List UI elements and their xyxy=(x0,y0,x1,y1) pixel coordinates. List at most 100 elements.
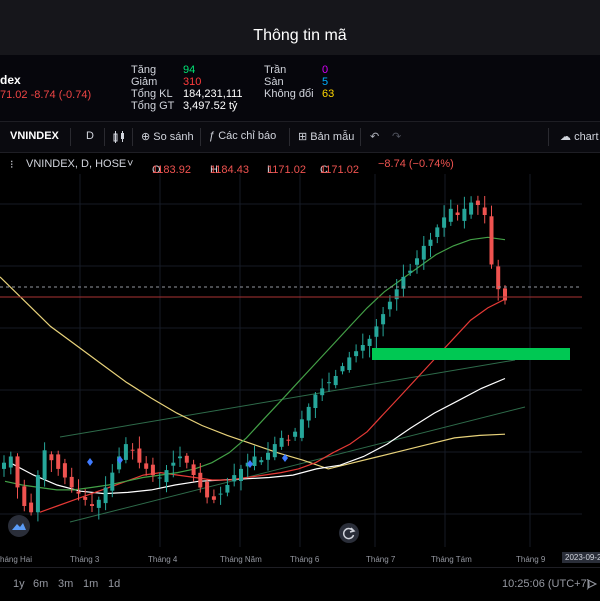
logo-button[interactable] xyxy=(8,515,30,537)
candle-body xyxy=(211,496,216,500)
legend-collapse-icon[interactable]: ⁝ xyxy=(10,159,14,171)
candle-body xyxy=(8,456,13,468)
top-bar: Thông tin mã xyxy=(0,0,600,55)
candle-body xyxy=(137,448,142,463)
candle-body xyxy=(360,345,365,351)
candle-body xyxy=(428,239,433,246)
candles xyxy=(2,195,507,522)
templates-button[interactable]: ⊞ Bản mẫu xyxy=(298,130,354,143)
undo-icon[interactable]: ↶ xyxy=(370,131,380,143)
timeframe-6m[interactable]: 6m xyxy=(33,578,49,590)
indicators-icon: ƒ xyxy=(209,130,216,142)
ticker-name: dex xyxy=(0,73,21,87)
chart-legend: ⁝ VNINDEX, D, HOSE ˅ O 1183.92 H 1184.43 L… xyxy=(10,158,454,176)
candle-body xyxy=(340,366,345,372)
candle-body xyxy=(232,475,237,482)
candle-body xyxy=(313,394,318,408)
divider xyxy=(360,128,361,146)
price-chart[interactable] xyxy=(0,152,600,549)
signal-marker xyxy=(247,460,253,468)
candle-body xyxy=(455,212,460,215)
chart-grid xyxy=(0,174,582,547)
candle-body xyxy=(503,288,507,301)
chevron-down-icon[interactable]: ˅ xyxy=(127,158,134,170)
candle-body xyxy=(130,449,135,451)
templates-icon: ⊞ xyxy=(298,131,308,143)
indicators-label: Các chỉ báo xyxy=(218,130,277,142)
signal-marker xyxy=(87,458,93,466)
divider xyxy=(200,128,201,146)
ma-green-line xyxy=(4,236,506,491)
reset-chart-button[interactable] xyxy=(339,523,359,543)
candle-body xyxy=(394,289,399,300)
timeframe-1d[interactable]: 1d xyxy=(108,578,121,590)
legend-change: −8.74 (−0.74%) xyxy=(378,158,454,170)
candle-body xyxy=(96,499,101,508)
khongdoi-value: 63 xyxy=(322,88,335,100)
redo-icon[interactable]: ↷ xyxy=(392,131,402,143)
divider xyxy=(289,128,290,146)
candle-body xyxy=(69,476,74,488)
candle-body xyxy=(62,463,67,478)
x-tick: Tháng 3 xyxy=(70,555,100,564)
timeframe-1m[interactable]: 1m xyxy=(83,578,99,590)
x-tick: Tháng 4 xyxy=(148,555,178,564)
candle-body xyxy=(286,439,291,441)
candle-body xyxy=(225,485,230,493)
indicators-button[interactable]: ƒ Các chỉ báo xyxy=(209,130,276,142)
candle-body xyxy=(354,351,359,357)
candle-body xyxy=(293,431,298,437)
tongkl-label: Tổng KL xyxy=(131,88,173,100)
signal-marker xyxy=(117,456,123,464)
bottom-bar: 1y 6m 3m 1m 1d 10:25:06 (UTC+7) xyxy=(0,567,600,601)
chart-link-label: chart xyxy=(574,131,599,143)
candle-style-icon[interactable] xyxy=(112,130,126,147)
x-tick: Tháng Tám xyxy=(431,555,472,564)
candle-body xyxy=(469,202,474,215)
candle-body xyxy=(347,357,352,370)
candle-body xyxy=(462,208,467,221)
mountain-icon xyxy=(12,523,26,530)
candle-body xyxy=(299,419,304,438)
time-axis: háng Hai Tháng 3 Tháng 4 Tháng Năm Tháng… xyxy=(0,549,600,567)
refresh-icon xyxy=(342,527,356,540)
compare-label: So sánh xyxy=(153,131,194,143)
candle-body xyxy=(117,456,122,470)
candle-body xyxy=(333,376,338,386)
divider xyxy=(70,128,71,146)
candle-body xyxy=(83,497,88,500)
candle-body xyxy=(448,208,453,222)
x-tick: Tháng 9 xyxy=(516,555,546,564)
timeframe-3m[interactable]: 3m xyxy=(58,578,74,590)
x-tick: Tháng Năm xyxy=(220,555,262,564)
khongdoi-label: Không đổi xyxy=(264,88,314,100)
timeframe-1y[interactable]: 1y xyxy=(13,578,25,590)
chart-link-button[interactable]: ☁ chart xyxy=(560,130,599,143)
candle-body xyxy=(374,326,379,337)
symbol-selector[interactable]: VNINDEX xyxy=(10,130,59,142)
ma-red-line xyxy=(39,298,506,513)
candle-body xyxy=(123,444,128,460)
interval-selector[interactable]: D xyxy=(86,130,94,142)
chart-toolbar: VNINDEX D ⊕ So sánh ƒ Các chỉ báo ⊞ Bản … xyxy=(0,121,600,153)
candle-body xyxy=(90,504,94,506)
candle-body xyxy=(110,472,115,491)
candle-body xyxy=(22,486,27,506)
candle-body xyxy=(367,338,372,346)
giam-label: Giảm xyxy=(131,76,158,88)
candle-body xyxy=(475,200,480,205)
candle-body xyxy=(103,487,108,504)
cloud-icon: ☁ xyxy=(560,131,571,143)
page-title: Thông tin mã xyxy=(253,27,347,44)
candle-body xyxy=(178,456,182,459)
ma-yellow-line xyxy=(0,276,506,470)
compare-button[interactable]: ⊕ So sánh xyxy=(141,130,194,143)
candle-body xyxy=(442,217,447,228)
candle-body xyxy=(421,245,426,260)
candle-body xyxy=(49,454,54,461)
chart-settings-icon[interactable] xyxy=(586,578,598,593)
candle-body xyxy=(482,207,487,215)
candle-body xyxy=(56,454,61,469)
signal-marker xyxy=(282,454,288,462)
candle-body xyxy=(35,475,40,513)
